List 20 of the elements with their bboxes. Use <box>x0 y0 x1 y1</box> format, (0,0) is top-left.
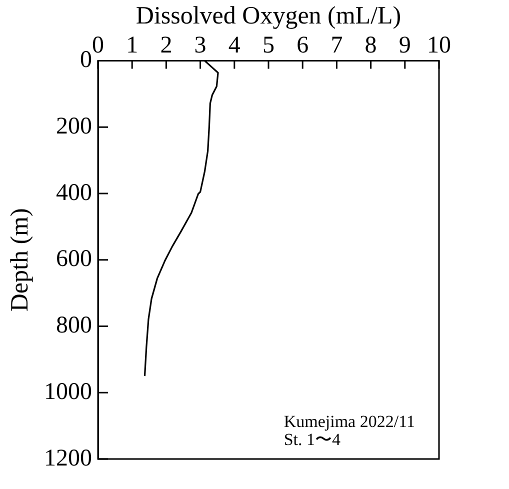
y-tick-label: 200 <box>56 113 92 140</box>
annotation: St. 1〜4 <box>284 430 342 449</box>
x-tick-label: 6 <box>296 32 309 59</box>
x-tick-label: 5 <box>262 32 274 59</box>
y-axis-title: Depth (m) <box>6 208 34 312</box>
y-tick-label: 400 <box>56 180 92 206</box>
x-tick-label: 7 <box>330 32 343 59</box>
x-tick-label: 2 <box>160 32 172 59</box>
y-tick-label: 1200 <box>44 445 92 472</box>
x-tick-label: 10 <box>427 32 451 59</box>
annotation: Kumejima 2022/11 <box>284 412 415 431</box>
x-axis-title: Dissolved Oxygen (mL/L) <box>136 2 402 30</box>
x-tick-label: 3 <box>194 32 206 59</box>
x-tick-label: 1 <box>126 32 138 59</box>
y-tick-label: 600 <box>56 246 92 272</box>
x-tick-label: 4 <box>228 32 240 59</box>
x-tick-label: 9 <box>398 32 411 59</box>
y-tick-label: 1000 <box>44 378 92 405</box>
x-tick-label: 8 <box>364 32 377 59</box>
y-tick-label: 800 <box>56 312 92 339</box>
